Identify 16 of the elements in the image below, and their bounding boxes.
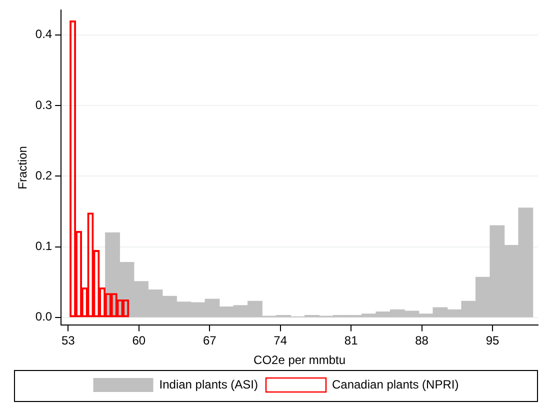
x-tick-label: 53 (61, 334, 76, 348)
y-tick-label: 0.0 (35, 310, 52, 324)
x-tick-label: 67 (202, 334, 217, 348)
x-tick-label: 88 (415, 334, 429, 348)
legend-label: Canadian plants (NPRI) (332, 377, 459, 392)
y-tick-label: 0.1 (35, 239, 52, 254)
y-tick-label: 0.3 (35, 98, 52, 112)
x-tick-label: 60 (132, 334, 146, 348)
x-tick-label: 74 (274, 334, 288, 348)
y-axis-title: Fraction (16, 146, 30, 190)
y-tick-label: 0.4 (35, 27, 52, 42)
legend-label: Indian plants (ASI) (159, 377, 258, 392)
x-tick-label: 81 (344, 334, 358, 348)
y-tick-label: 0.2 (35, 168, 52, 182)
x-tick-label: 95 (486, 334, 500, 348)
x-axis-title: CO2e per mmbtu (254, 353, 346, 368)
